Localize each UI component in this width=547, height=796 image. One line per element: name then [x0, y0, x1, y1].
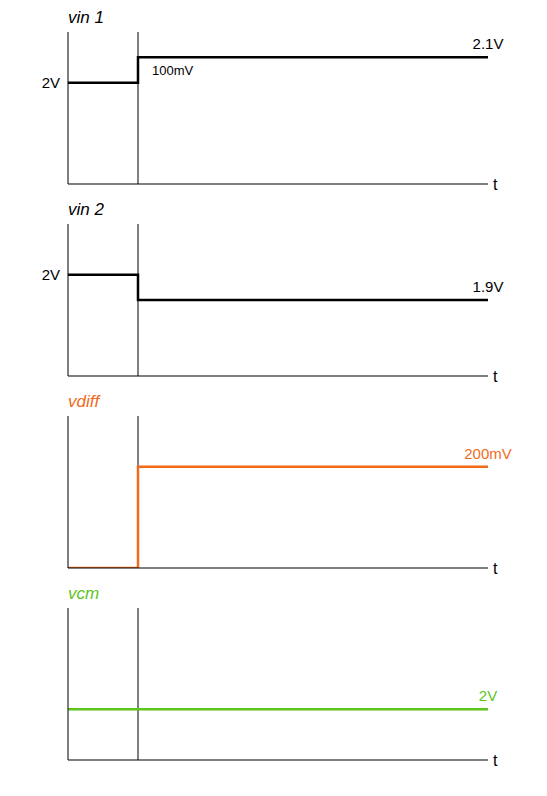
svg-text:2V: 2V	[479, 687, 497, 704]
html-text:vin 2: vin 2	[68, 200, 104, 219]
svg-text:100mV: 100mV	[152, 63, 194, 78]
svg-text:2.1V: 2.1V	[473, 35, 504, 52]
svg-text:t: t	[493, 752, 498, 769]
svg-text:200mV: 200mV	[464, 445, 512, 462]
html-text:vin 1: vin 1	[68, 8, 104, 27]
svg-text:2V: 2V	[42, 74, 60, 91]
svg-text:t: t	[493, 368, 498, 385]
svg-text:t: t	[493, 560, 498, 577]
svg-text:1.9V: 1.9V	[473, 278, 504, 295]
svg-text:2V: 2V	[42, 266, 60, 283]
html-text:vdiff: vdiff	[68, 392, 100, 411]
svg-text:t: t	[493, 176, 498, 193]
html-text:vcm: vcm	[68, 584, 100, 603]
